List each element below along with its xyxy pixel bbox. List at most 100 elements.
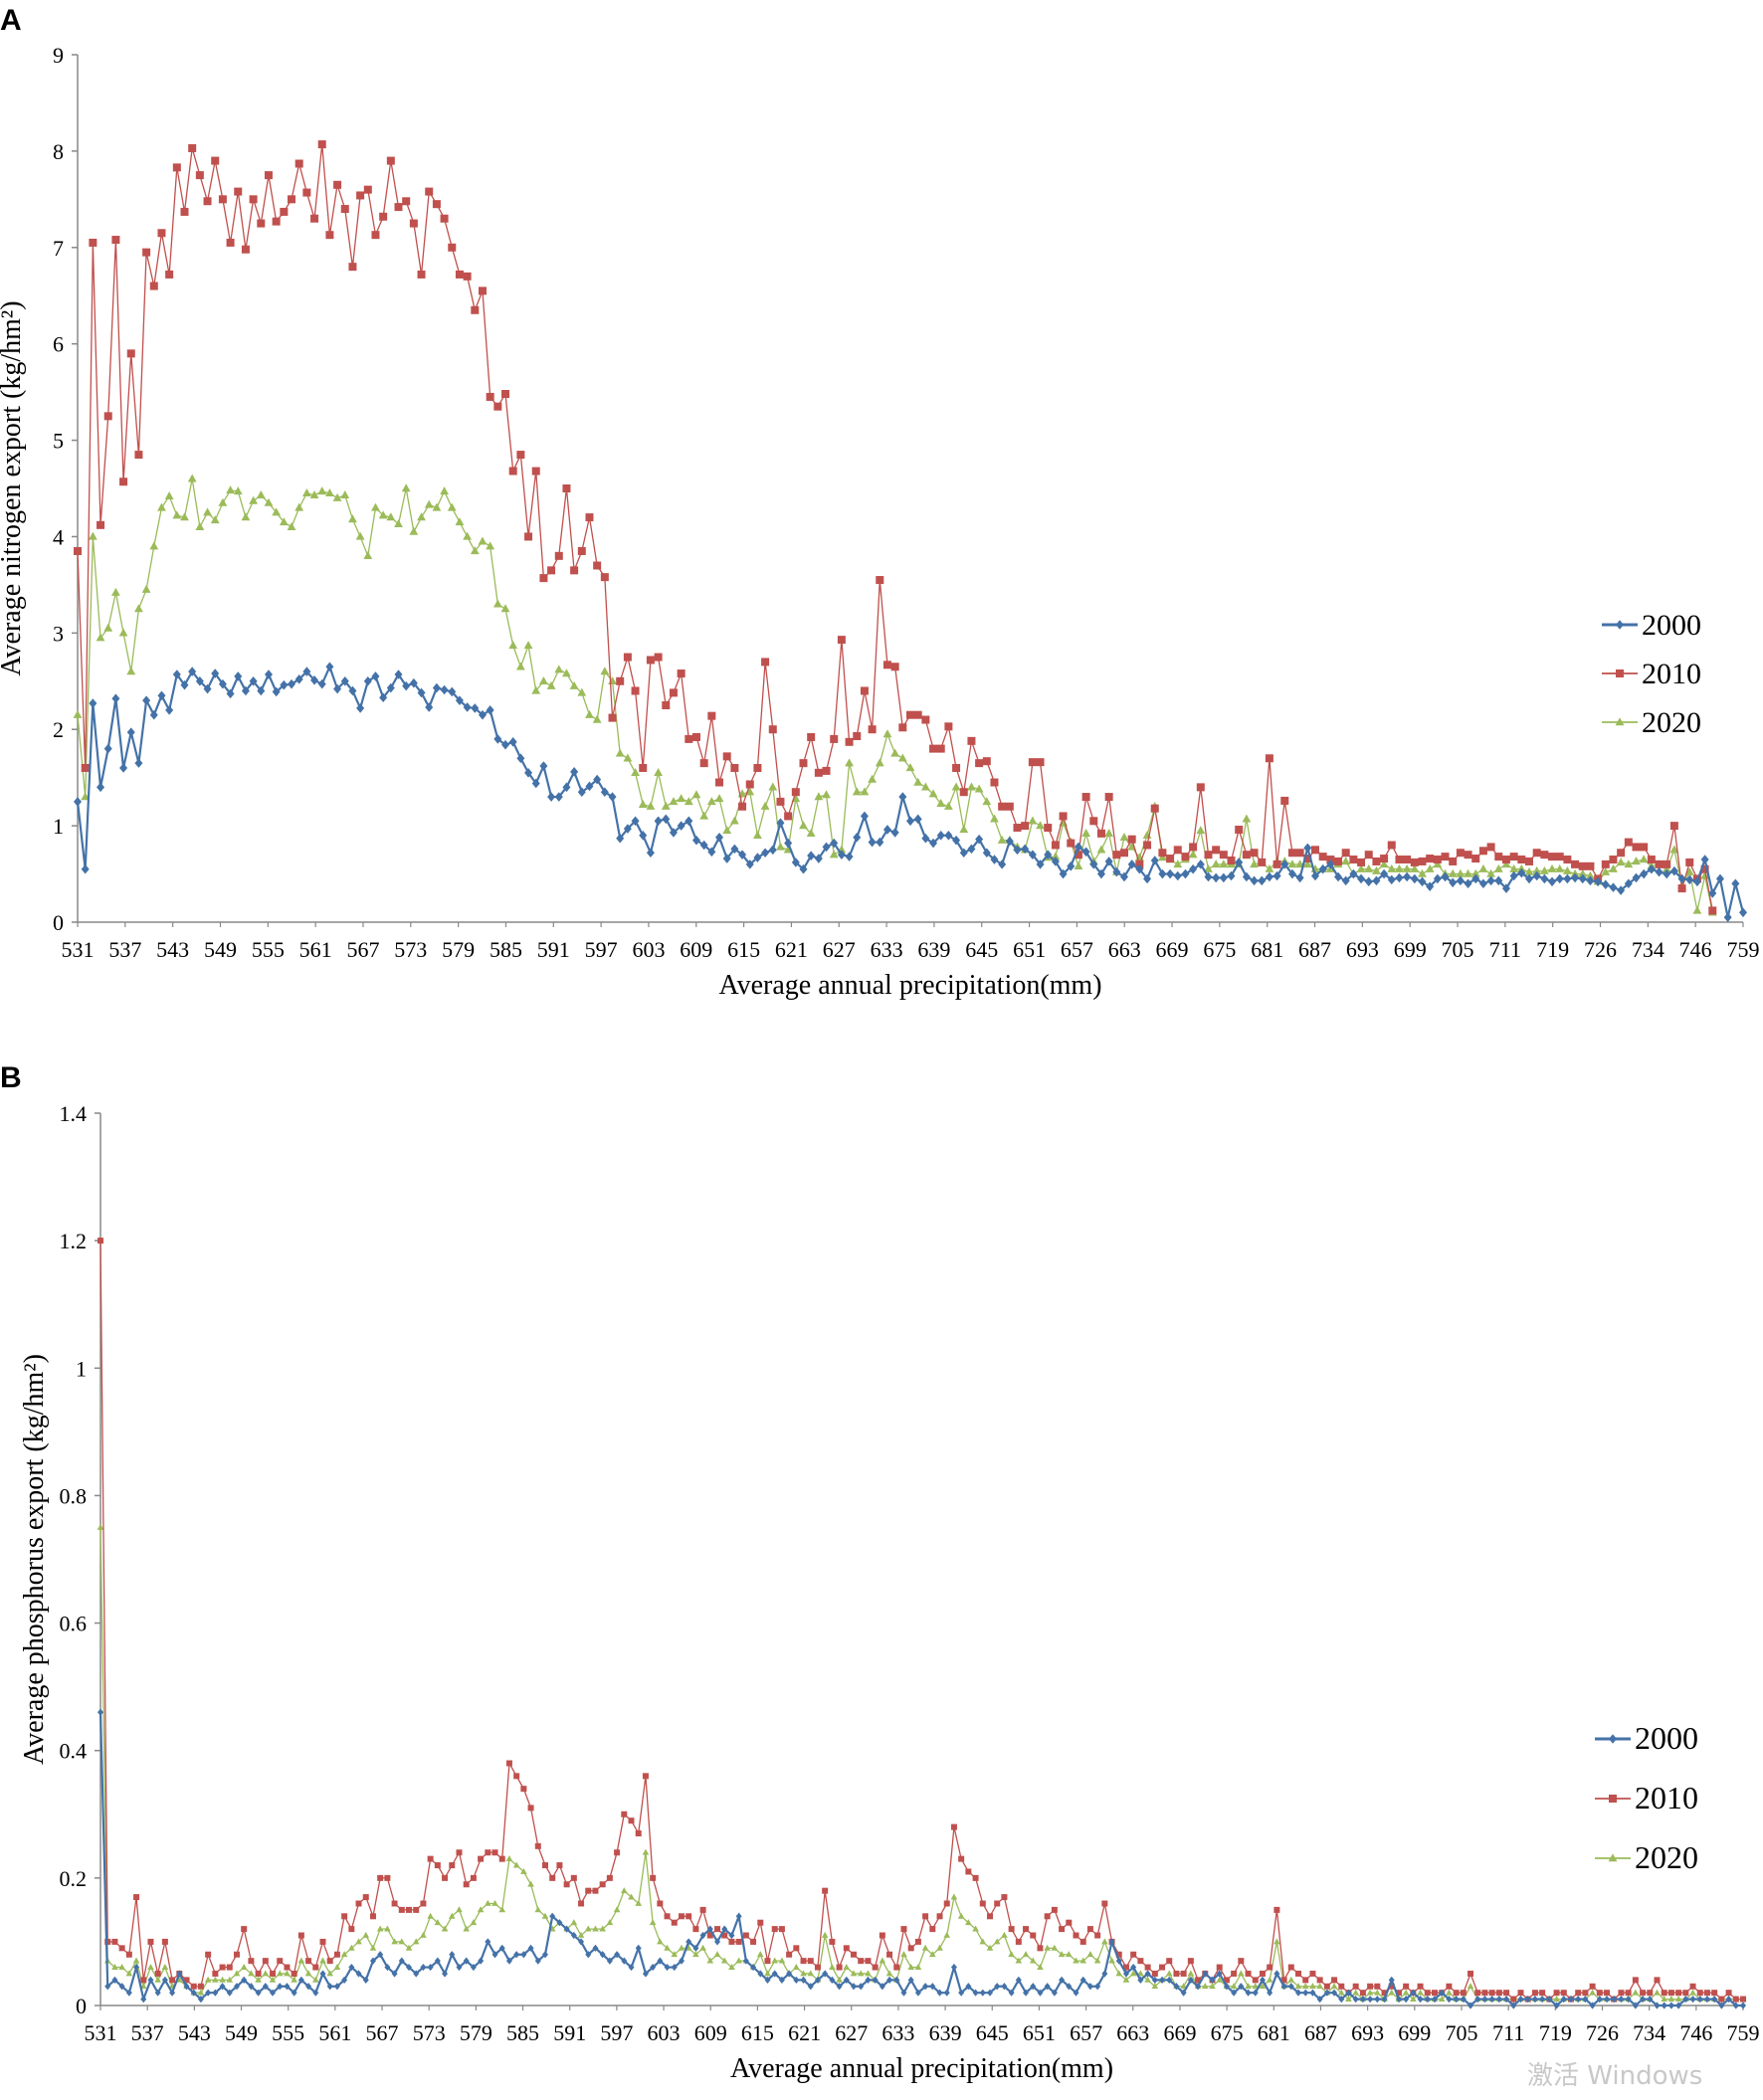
data-point-2020 [255, 1976, 262, 1983]
data-point-2010 [1044, 1913, 1051, 1920]
data-point-2010 [520, 1786, 527, 1793]
data-point-2020 [233, 486, 243, 495]
series-2000 [74, 662, 1747, 922]
data-point-2020 [1341, 857, 1351, 865]
data-point-2010 [1316, 1977, 1323, 1984]
data-point-2000 [738, 850, 747, 859]
data-point-2010 [1028, 758, 1037, 767]
data-point-2000 [241, 685, 250, 696]
data-point-2010 [1532, 849, 1541, 858]
data-point-2000 [1632, 872, 1641, 883]
data-point-2020 [606, 1919, 614, 1926]
data-point-2010 [1310, 846, 1319, 855]
data-point-2000 [1081, 847, 1090, 858]
data-point-2020 [979, 1938, 987, 1945]
data-point-2000 [753, 853, 762, 862]
data-point-2010 [1189, 843, 1198, 852]
data-point-2000 [218, 678, 227, 689]
data-point-2000 [1151, 1976, 1158, 1984]
data-point-2010 [1044, 824, 1053, 833]
y-tick-label: 0.2 [60, 1866, 88, 1891]
data-point-2010 [369, 1913, 376, 1920]
data-point-2000 [1066, 1983, 1073, 1991]
data-point-2000 [1677, 873, 1686, 884]
x-tick-label: 561 [299, 937, 332, 962]
data-point-2020 [1073, 1957, 1079, 1964]
data-point-2020 [982, 797, 992, 806]
data-point-2010 [1051, 841, 1060, 850]
data-point-2010 [1374, 1983, 1381, 1990]
data-point-2020 [134, 604, 143, 613]
x-tick-label: 639 [929, 2020, 962, 2045]
x-tick-label: 585 [506, 2020, 539, 2045]
data-point-2010 [386, 156, 395, 165]
data-point-2000 [967, 844, 976, 855]
data-point-2010 [1104, 793, 1113, 802]
data-point-2000 [1127, 859, 1136, 869]
data-point-2010 [312, 1964, 319, 1971]
data-point-2010 [922, 1913, 929, 1920]
data-point-2010 [1331, 1977, 1338, 1984]
data-point-2010 [1349, 856, 1358, 864]
data-point-2020 [857, 1970, 865, 1977]
data-point-2020 [1316, 1983, 1323, 1990]
data-point-2020 [240, 1963, 248, 1970]
x-tick-label: 734 [1632, 937, 1665, 962]
data-point-2020 [203, 507, 212, 516]
data-point-2020 [793, 1963, 800, 1970]
x-tick-label: 681 [1258, 2020, 1290, 2045]
data-point-2010 [1326, 856, 1335, 864]
data-point-2000 [1711, 1995, 1718, 2004]
data-point-2000 [562, 782, 571, 793]
data-point-2010 [1426, 855, 1435, 863]
data-point-2020 [103, 623, 113, 632]
data-point-2010 [807, 1958, 814, 1965]
data-point-2020 [1242, 814, 1252, 823]
data-point-2020 [405, 1944, 413, 1951]
data-point-2000 [1578, 873, 1587, 884]
data-point-2010 [872, 1964, 879, 1971]
data-point-2010 [778, 1926, 785, 1933]
data-point-2000 [448, 686, 457, 697]
data-point-2000 [578, 1938, 585, 1946]
data-point-2020 [256, 489, 266, 498]
data-point-2000 [478, 1957, 485, 1965]
data-point-2010 [103, 412, 112, 421]
data-point-2010 [1517, 856, 1526, 864]
data-point-2010 [539, 574, 548, 583]
data-point-2010 [1137, 1958, 1144, 1965]
data-point-2000 [944, 831, 953, 841]
data-point-2000 [654, 816, 663, 827]
data-point-2000 [631, 816, 640, 827]
data-point-2000 [111, 1976, 118, 1984]
data-point-2020 [1674, 1995, 1682, 2002]
data-point-2010 [478, 1855, 485, 1862]
data-point-2020 [1096, 845, 1106, 854]
data-point-2000 [384, 1963, 391, 1972]
data-point-2010 [606, 1874, 613, 1881]
data-point-2010 [1718, 1996, 1725, 2003]
data-point-2010 [837, 636, 846, 645]
data-point-2020 [722, 826, 732, 835]
data-point-2000 [1334, 871, 1343, 882]
data-point-2020 [1028, 816, 1038, 825]
data-point-2010 [1575, 1990, 1582, 1997]
data-point-2000 [549, 1912, 556, 1920]
data-point-2020 [294, 502, 304, 511]
data-point-2020 [1609, 863, 1618, 872]
data-point-2010 [531, 467, 540, 476]
data-point-2010 [425, 187, 434, 196]
data-point-2020 [470, 1919, 478, 1926]
data-point-2020 [478, 536, 488, 545]
data-point-2020 [677, 794, 686, 803]
data-point-2000 [570, 1931, 577, 1940]
data-point-2000 [1395, 872, 1404, 883]
data-point-2000 [699, 840, 708, 851]
data-point-2000 [197, 1995, 204, 2004]
data-point-2000 [900, 1989, 907, 1997]
data-point-2010 [1273, 859, 1281, 868]
data-point-2020 [309, 489, 319, 498]
data-point-2000 [118, 1983, 125, 1991]
data-point-2000 [355, 1970, 362, 1978]
data-point-2000 [498, 1944, 505, 1952]
